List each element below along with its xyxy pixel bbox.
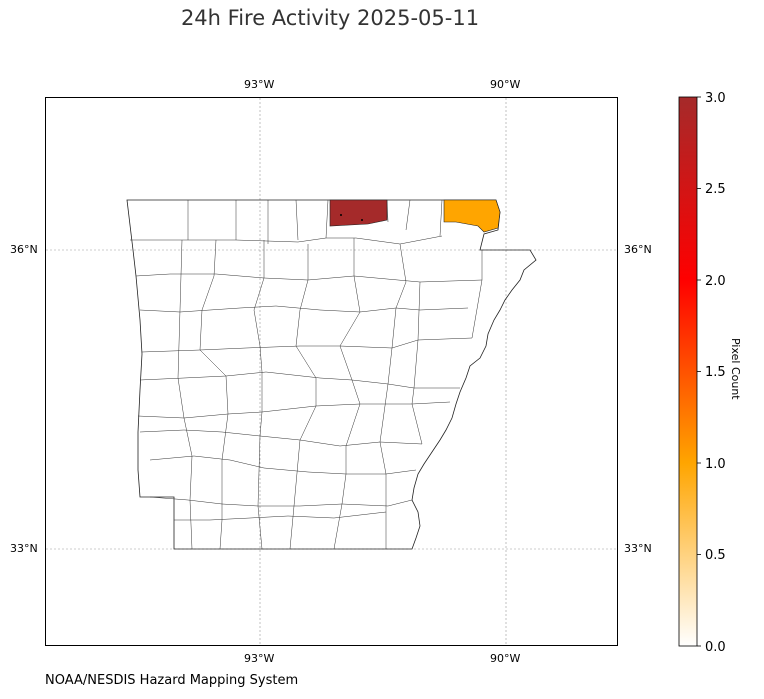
fire-county-north-central — [329, 199, 388, 227]
state-outline — [126, 199, 537, 550]
colorbar-tick-label: 0.5 — [705, 548, 726, 563]
colorbar-tick-label: 2.0 — [705, 274, 726, 289]
colorbar-tick-label: 1.5 — [705, 365, 726, 380]
gridlines — [46, 98, 617, 645]
fire-point — [361, 219, 363, 221]
right-lat-tick-33n: 33°N — [624, 542, 652, 555]
county-lines — [130, 199, 483, 550]
top-lon-tick-93w: 93°W — [244, 78, 275, 91]
colorbar — [678, 96, 698, 647]
colorbar-tick-label: 2.5 — [705, 182, 726, 197]
colorbar-tick-label: 0.0 — [705, 640, 726, 655]
colorbar-tick-label: 3.0 — [705, 91, 726, 106]
fire-point — [340, 214, 342, 216]
map-title: 24h Fire Activity 2025-05-11 — [180, 6, 480, 30]
left-lat-tick-33n: 33°N — [10, 542, 38, 555]
top-lon-tick-90w: 90°W — [490, 78, 521, 91]
bottom-lon-tick-93w: 93°W — [244, 652, 275, 665]
colorbar-label: Pixel Count — [729, 338, 742, 400]
left-lat-tick-36n: 36°N — [10, 243, 38, 256]
data-source-credit: NOAA/NESDIS Hazard Mapping System — [45, 673, 299, 688]
fire-county-northeast — [443, 199, 501, 233]
bottom-lon-tick-90w: 90°W — [490, 652, 521, 665]
colorbar-tick-label: 1.0 — [705, 457, 726, 472]
map-frame — [45, 97, 618, 646]
colorbar-ticks — [697, 96, 701, 647]
right-lat-tick-36n: 36°N — [624, 243, 652, 256]
